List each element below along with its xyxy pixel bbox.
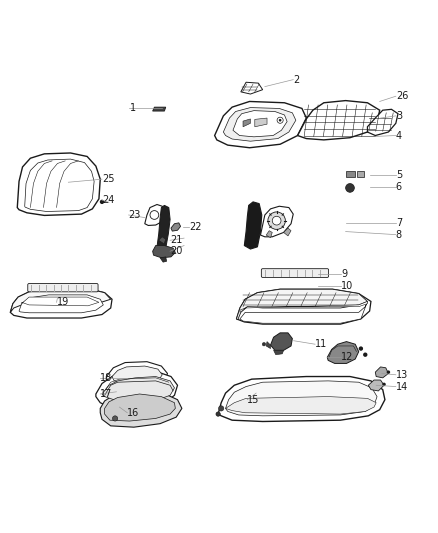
Text: 10: 10	[341, 281, 353, 291]
Polygon shape	[100, 391, 182, 427]
Text: 24: 24	[102, 195, 114, 205]
Text: 15: 15	[247, 394, 260, 405]
Circle shape	[268, 212, 286, 229]
Text: 21: 21	[170, 235, 183, 245]
Text: 22: 22	[189, 222, 202, 232]
Polygon shape	[171, 223, 180, 231]
Polygon shape	[284, 228, 291, 236]
Polygon shape	[21, 297, 99, 306]
Text: 23: 23	[129, 210, 141, 220]
Bar	[357, 171, 364, 177]
Polygon shape	[160, 257, 166, 262]
Polygon shape	[255, 118, 267, 127]
Polygon shape	[266, 342, 271, 349]
Polygon shape	[240, 302, 367, 323]
Circle shape	[279, 119, 282, 122]
Polygon shape	[261, 206, 293, 237]
Polygon shape	[244, 202, 262, 249]
Text: 3: 3	[396, 111, 402, 121]
Polygon shape	[11, 289, 112, 318]
Circle shape	[387, 370, 390, 374]
Text: 5: 5	[396, 170, 402, 180]
Circle shape	[113, 416, 118, 421]
Text: 11: 11	[315, 339, 327, 349]
Polygon shape	[327, 342, 359, 364]
Text: 25: 25	[102, 174, 114, 184]
Polygon shape	[11, 289, 111, 312]
Polygon shape	[152, 246, 175, 258]
Polygon shape	[106, 362, 167, 386]
Polygon shape	[266, 231, 272, 238]
Polygon shape	[375, 367, 389, 378]
Circle shape	[363, 352, 367, 357]
Polygon shape	[237, 289, 367, 320]
Text: 7: 7	[396, 218, 402, 228]
Polygon shape	[102, 376, 174, 400]
Text: 16: 16	[127, 408, 140, 418]
Text: 4: 4	[396, 131, 402, 141]
Polygon shape	[159, 237, 166, 244]
Polygon shape	[215, 101, 306, 148]
Text: 1: 1	[130, 103, 136, 114]
Polygon shape	[241, 82, 263, 94]
Text: 26: 26	[396, 91, 408, 101]
Polygon shape	[112, 366, 162, 384]
Polygon shape	[25, 159, 94, 212]
Polygon shape	[17, 153, 100, 215]
Text: 12: 12	[341, 352, 353, 362]
Text: 19: 19	[57, 297, 69, 308]
Polygon shape	[223, 108, 296, 141]
Circle shape	[346, 183, 354, 192]
Polygon shape	[297, 101, 380, 140]
FancyBboxPatch shape	[261, 269, 328, 277]
Circle shape	[150, 211, 159, 220]
Polygon shape	[218, 376, 385, 422]
Circle shape	[277, 117, 283, 123]
FancyBboxPatch shape	[28, 284, 98, 292]
Bar	[346, 171, 355, 177]
Text: 8: 8	[396, 230, 402, 240]
Polygon shape	[368, 380, 384, 391]
Text: 2: 2	[293, 75, 300, 85]
Polygon shape	[240, 302, 367, 312]
Polygon shape	[271, 333, 292, 350]
Circle shape	[216, 412, 220, 416]
Polygon shape	[157, 205, 170, 250]
Polygon shape	[226, 397, 376, 414]
Polygon shape	[237, 289, 371, 324]
Circle shape	[272, 216, 281, 225]
Circle shape	[359, 346, 363, 351]
Text: 14: 14	[396, 382, 408, 392]
Text: 9: 9	[341, 269, 347, 279]
Text: 6: 6	[396, 182, 402, 191]
Polygon shape	[152, 107, 166, 111]
Circle shape	[262, 343, 266, 346]
Polygon shape	[19, 295, 103, 313]
Text: 20: 20	[170, 246, 183, 256]
Text: 17: 17	[100, 389, 113, 399]
Polygon shape	[367, 109, 398, 135]
Polygon shape	[96, 372, 177, 408]
Polygon shape	[226, 381, 377, 416]
Text: 18: 18	[100, 373, 113, 383]
Polygon shape	[243, 119, 251, 127]
Polygon shape	[274, 350, 284, 354]
Polygon shape	[233, 111, 287, 137]
Circle shape	[100, 200, 104, 204]
Polygon shape	[145, 205, 164, 225]
Polygon shape	[105, 394, 175, 421]
Text: 13: 13	[396, 370, 408, 380]
Circle shape	[382, 383, 386, 386]
Circle shape	[219, 406, 224, 411]
